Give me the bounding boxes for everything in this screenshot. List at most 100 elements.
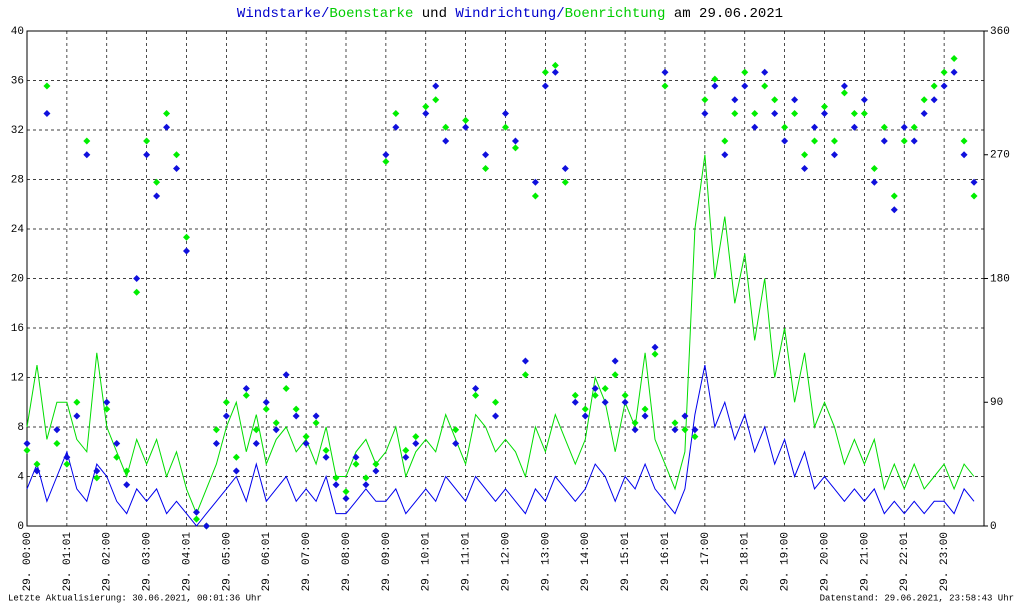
direction-point — [771, 110, 779, 117]
direction-point — [462, 123, 470, 131]
direction-point — [163, 110, 171, 117]
title-part: Boenrichtung — [565, 6, 666, 22]
direction-point — [860, 96, 868, 104]
direction-point — [830, 137, 838, 145]
direction-point — [611, 357, 619, 365]
direction-point — [272, 426, 280, 434]
direction-point — [392, 110, 400, 117]
direction-point — [840, 89, 848, 97]
direction-point — [482, 165, 490, 172]
direction-point — [73, 412, 81, 420]
y-tick-label: 0 — [17, 521, 24, 533]
direction-point — [502, 110, 509, 117]
title-part: / — [556, 6, 564, 22]
direction-point — [681, 426, 689, 434]
direction-point — [93, 467, 101, 475]
direction-point — [502, 123, 509, 131]
direction-point — [372, 467, 380, 475]
direction-point — [252, 426, 260, 434]
direction-point — [272, 419, 280, 427]
direction-point — [850, 123, 858, 131]
x-tick-label: 29. 19:00 — [780, 532, 792, 591]
direction-point — [910, 123, 918, 131]
title-part: am 29.06.2021 — [665, 6, 783, 22]
x-tick-label: 29. 12:00 — [500, 532, 512, 591]
x-tick-label: 29. 00:00 — [22, 532, 34, 591]
direction-point — [651, 343, 659, 351]
direction-point — [302, 440, 310, 447]
direction-point — [412, 433, 420, 441]
direction-point — [900, 123, 908, 131]
direction-point — [681, 412, 689, 420]
y-tick-label: 28 — [11, 174, 24, 186]
direction-point — [701, 110, 709, 117]
footer-right: Datenstand: 29.06.2021, 23:58:43 Uhr — [820, 593, 1014, 603]
direction-point — [661, 82, 669, 90]
direction-point — [591, 391, 599, 399]
direction-point — [691, 426, 699, 434]
direction-point — [422, 110, 430, 117]
y2-tick-label: 180 — [990, 273, 1010, 285]
direction-point — [811, 137, 819, 145]
y-tick-label: 40 — [11, 26, 24, 38]
direction-point — [173, 165, 181, 172]
x-tick-label: 29. 06:01 — [261, 532, 273, 592]
direction-point — [581, 405, 589, 413]
direction-point — [511, 144, 519, 152]
x-tick-label: 29. 23:00 — [939, 532, 951, 591]
direction-point — [402, 446, 410, 454]
direction-point — [33, 460, 41, 468]
direction-point — [960, 151, 968, 159]
direction-point — [392, 123, 400, 131]
direction-point — [103, 398, 111, 406]
direction-point — [442, 123, 450, 131]
x-tick-label: 29. 16:01 — [660, 532, 672, 592]
direction-point — [222, 412, 230, 420]
direction-point — [671, 426, 679, 434]
direction-point — [252, 440, 260, 447]
direction-point — [192, 515, 200, 523]
direction-point — [671, 419, 679, 427]
direction-point — [930, 82, 938, 90]
direction-point — [920, 110, 928, 117]
x-tick-label: 29. 08:00 — [341, 532, 353, 591]
direction-point — [202, 522, 210, 530]
direction-point — [312, 419, 320, 427]
direction-point — [631, 419, 639, 427]
direction-point — [322, 453, 330, 461]
direction-point — [860, 110, 868, 117]
direction-point — [741, 68, 749, 76]
direction-point — [123, 481, 131, 489]
direction-point — [751, 123, 759, 131]
direction-point — [422, 103, 430, 111]
direction-point — [412, 440, 420, 447]
direction-point — [950, 68, 958, 76]
direction-point — [621, 391, 629, 399]
title-part: Windrichtung — [455, 6, 556, 22]
direction-point — [282, 385, 290, 392]
direction-point — [382, 151, 390, 159]
direction-point — [771, 96, 779, 104]
direction-point — [801, 165, 809, 172]
direction-point — [262, 405, 270, 413]
direction-point — [53, 440, 61, 447]
speed-line — [26, 154, 975, 515]
direction-point — [183, 233, 190, 241]
direction-point — [23, 440, 31, 447]
direction-point — [43, 82, 51, 90]
y-tick-label: 12 — [11, 372, 24, 384]
direction-point — [821, 103, 828, 111]
direction-point — [631, 426, 639, 434]
x-tick-label: 29. 07:00 — [301, 532, 313, 591]
direction-point — [342, 488, 350, 496]
chart-title: Windstarke/Boenstarke und Windrichtung/B… — [237, 6, 783, 22]
direction-point — [821, 110, 828, 117]
direction-point — [781, 123, 789, 131]
direction-point — [561, 165, 569, 172]
direction-point — [472, 385, 480, 392]
direction-point — [741, 82, 749, 90]
direction-point — [133, 288, 141, 296]
y-tick-label: 16 — [11, 323, 24, 335]
direction-point — [641, 412, 649, 420]
